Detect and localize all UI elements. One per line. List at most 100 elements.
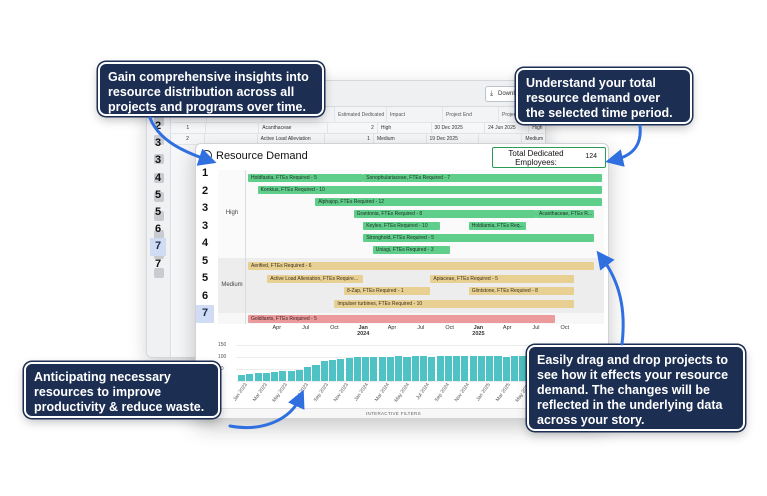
histogram-bar[interactable] [494, 356, 502, 381]
histogram-bar[interactable] [254, 373, 262, 381]
histogram-bar[interactable] [519, 356, 527, 381]
project-bar[interactable]: Glintstone, FTEs Required - 8 [468, 287, 575, 295]
histogram-bar[interactable] [386, 357, 394, 381]
histogram-gridline [236, 381, 598, 382]
histogram-bar[interactable] [370, 357, 378, 381]
project-bar[interactable]: Holdfastia, FTEs Required - 5 [248, 174, 364, 182]
histogram-bar[interactable] [262, 372, 270, 381]
grid-cell[interactable] [205, 134, 258, 144]
histogram-bar[interactable] [453, 355, 461, 381]
histogram-bar[interactable] [444, 356, 452, 381]
project-bar[interactable]: Acanthaceae, FTEs R... [536, 210, 594, 218]
project-bar[interactable]: Grantonia, FTEs Required - 8 [353, 210, 536, 218]
histogram-bar[interactable] [271, 372, 279, 381]
row-number[interactable]: 1 [201, 167, 209, 179]
histogram-bar[interactable] [345, 358, 353, 381]
row-number[interactable]: 5 [201, 272, 209, 284]
histogram-bar[interactable] [411, 356, 419, 381]
histogram-bar[interactable] [403, 356, 411, 381]
row-number[interactable]: 7 [196, 305, 214, 323]
histogram-bar[interactable] [477, 355, 485, 381]
row-number[interactable]: 4 [201, 237, 209, 249]
grid-cell[interactable]: 24 Jun 2025 [485, 123, 530, 133]
row-number[interactable]: 6 [201, 289, 209, 302]
histogram-bar[interactable] [287, 370, 295, 381]
table-icon[interactable] [153, 211, 164, 221]
project-bar[interactable]: Uniagi, FTEs Required - 3 [372, 246, 450, 254]
histogram-bar[interactable] [395, 356, 403, 381]
histogram-bar[interactable] [428, 356, 436, 381]
grid-header-cell[interactable]: Impact [387, 107, 443, 122]
row-number[interactable]: 2 [201, 184, 209, 197]
row-number[interactable]: 7 [150, 238, 166, 256]
project-bar[interactable]: Apiaceae, FTEs Required - 5 [430, 274, 575, 283]
project-bar[interactable]: Impulser turbines, FTEs Required - 10 [334, 299, 575, 308]
grid-cell[interactable]: 2 [328, 123, 378, 133]
histogram-bar[interactable] [461, 356, 469, 381]
callout-insights: Gain comprehensive insights into resourc… [98, 62, 324, 116]
histogram-bar[interactable] [362, 357, 370, 381]
histogram-bar[interactable] [511, 356, 519, 381]
grid-cell[interactable]: 1 [325, 134, 374, 144]
project-bar[interactable]: Holdiarnia, FTEs Req... [468, 222, 527, 230]
row-number[interactable]: 5 [201, 254, 209, 267]
grid-cell[interactable]: Active Load Alleviation [258, 134, 326, 144]
project-bar[interactable]: Aerified, FTEs Required - 6 [248, 262, 594, 270]
project-bar[interactable]: 8-Zap, FTEs Required - 1 [344, 287, 431, 295]
grid-cell[interactable]: Acanthaceae [259, 123, 329, 133]
histogram-bar[interactable] [502, 356, 510, 381]
histogram-bar[interactable] [486, 356, 494, 381]
project-bar[interactable]: Keyles, FTEs Required - 10 [363, 222, 440, 230]
callout-anticipating: Anticipating necessary resources to impr… [24, 362, 220, 418]
sort-icon[interactable] [153, 192, 164, 202]
grid-cell[interactable]: High [378, 123, 432, 133]
histogram-bar[interactable] [304, 366, 312, 381]
row-number[interactable]: 5 [154, 205, 162, 218]
row-number[interactable]: 3 [201, 202, 209, 214]
histogram-bar[interactable] [469, 356, 477, 381]
project-bar[interactable]: Goldilants, FTEs Required - 5 [248, 315, 556, 323]
row-number[interactable]: 6 [154, 223, 162, 236]
grid-cell[interactable]: Medium [525, 136, 544, 142]
histogram-bar[interactable] [329, 359, 337, 381]
row-number[interactable]: 3 [154, 154, 162, 167]
histogram-bar[interactable] [238, 374, 246, 381]
grid-header-cell[interactable]: Project End [443, 107, 499, 122]
grid-cell[interactable]: High [532, 125, 543, 131]
histogram-bar[interactable] [420, 356, 428, 381]
row-number[interactable]: 3 [201, 219, 209, 232]
project-bar[interactable]: Alphajop, FTEs Required - 12 [315, 198, 602, 206]
histogram-bar[interactable] [295, 370, 303, 381]
histogram-bar[interactable] [279, 371, 287, 381]
histogram-bar[interactable] [353, 357, 361, 381]
page-title: Resource Demand [216, 150, 308, 162]
project-bar[interactable]: Active Load Alleviation, FTEs Require... [267, 274, 364, 283]
project-bar[interactable]: Stronghold, FTEs Required - 5 [363, 234, 594, 242]
histogram-bar[interactable] [378, 356, 386, 381]
grid-cell[interactable]: 19 Dec 2025 [427, 134, 480, 144]
grid-header-cell[interactable]: Estimated Dedicated ... [335, 107, 387, 122]
grid-cell[interactable] [206, 123, 260, 133]
time-tick-label: Apr [387, 325, 397, 331]
table-row[interactable]: 1 Acanthaceae 2 High 30 Dec 2025 24 Jun … [171, 123, 545, 134]
hierarchy-icon[interactable] [153, 230, 164, 240]
row-number[interactable]: 4 [154, 171, 162, 184]
histogram-bar[interactable] [337, 358, 345, 381]
histogram-bar[interactable] [312, 364, 320, 381]
project-bar[interactable]: Sonophulariaceae, FTEs Required - 7 [363, 174, 602, 182]
grid-cell[interactable]: 30 Dec 2025 [432, 123, 486, 133]
settings-icon[interactable] [153, 268, 164, 278]
grid-cell[interactable] [479, 134, 523, 144]
chart-icon[interactable] [153, 173, 164, 183]
grid-cell[interactable]: Medium [374, 134, 427, 144]
histogram-bar[interactable] [320, 361, 328, 381]
row-number[interactable]: 5 [154, 188, 162, 201]
histogram-x-label: May 2024 [393, 382, 411, 404]
row-number[interactable]: 7 [154, 257, 162, 270]
histogram-bar[interactable] [246, 374, 254, 381]
row-number[interactable]: 3 [154, 137, 162, 150]
histogram-bar[interactable] [436, 356, 444, 381]
project-bar[interactable]: Konkius, FTEs Required - 10 [257, 186, 602, 194]
interactive-filters-bar[interactable]: INTERACTIVE FILTERS [196, 408, 608, 418]
row-number[interactable]: 2 [154, 120, 162, 132]
